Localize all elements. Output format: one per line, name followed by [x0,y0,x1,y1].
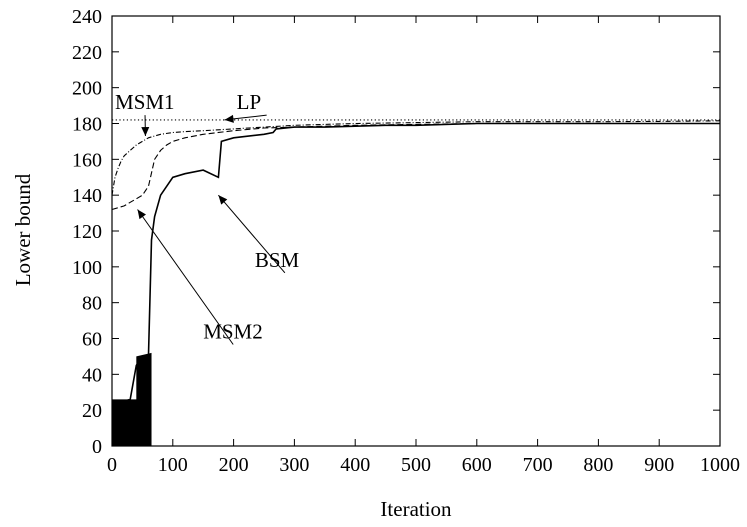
annotation-arrowhead [218,195,227,204]
annotation-label-msm1: MSM1 [115,90,175,114]
annotation-label-lp: LP [237,90,262,114]
x-tick-label: 700 [523,454,553,476]
x-tick-label: 600 [462,454,492,476]
series-line-msm2 [112,124,720,210]
x-tick-label: 300 [279,454,309,476]
y-tick-label: 20 [82,400,102,422]
series-layer [112,120,720,446]
annotation-arrowhead [224,115,233,123]
annotation-label-msm2: MSM2 [203,320,263,344]
y-tick-label: 80 [82,293,102,315]
y-tick-label: 160 [72,149,102,171]
y-tick-label: 200 [72,78,102,100]
x-tick-label: 800 [583,454,613,476]
x-tick-label: 1000 [700,454,740,476]
annotation-label-bsm: BSM [255,248,300,272]
y-tick-label: 40 [82,364,102,386]
x-tick-label: 400 [340,454,370,476]
x-tick-label: 900 [644,454,674,476]
y-tick-label: 180 [72,114,102,136]
y-axis-label: Lower bound [11,173,35,286]
series-line-msm1 [112,121,720,195]
x-tick-label: 0 [107,454,117,476]
series-line-bsm [112,124,720,404]
x-axis-label: Iteration [380,497,452,521]
y-tick-label: 140 [72,185,102,207]
y-tick-label: 100 [72,257,102,279]
x-tick-label: 500 [401,454,431,476]
series-band-bsm-early [112,353,152,446]
y-tick-label: 60 [82,329,102,351]
x-tick-label: 200 [219,454,249,476]
y-tick-label: 0 [92,436,102,458]
y-tick-label: 120 [72,221,102,243]
axes-layer [112,16,720,446]
y-tick-label: 240 [72,6,102,28]
annotation-arrowhead [141,127,149,136]
x-tick-label: 100 [158,454,188,476]
ticks-layer: 0 100 200 300 400 500 600 700 800 900 1000 0 20 40 60 8… [72,6,740,476]
plot-frame [112,16,720,446]
y-tick-label: 220 [72,42,102,64]
annotation-arrowhead [138,210,146,220]
